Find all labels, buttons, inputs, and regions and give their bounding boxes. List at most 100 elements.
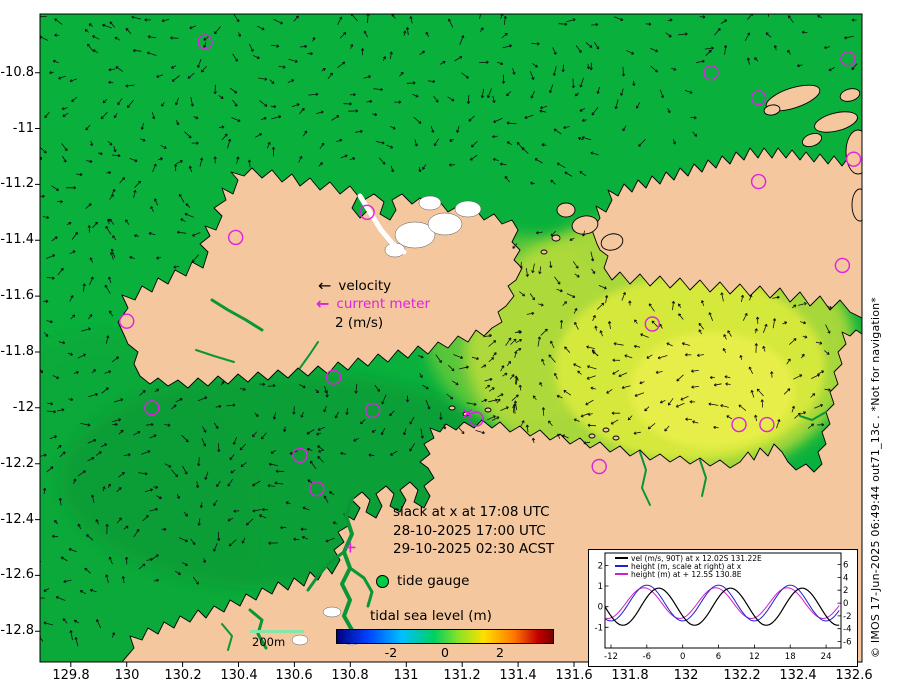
y-tick-label: -11.8: [0, 344, 34, 359]
nodata-layer: [291, 195, 482, 646]
colorbar-tick-label: 2: [496, 645, 504, 660]
x-tick-label: 132.6: [835, 668, 873, 683]
x-tick-label: 130.6: [275, 668, 313, 683]
credit-text: © IMOS 17-Jun-2025 06:49:44 out71_13c . …: [869, 296, 882, 658]
y-tick-label: -11.6: [0, 288, 34, 303]
y-tick-label: -11.4: [0, 232, 34, 247]
current-meter-circle: [197, 34, 213, 50]
inset-timeseries-plot: -12 -6 0 6 12 18 24 2 1 0 -1 6 4 2 0 -2 -4 -6: [595, 552, 851, 662]
x-tick-label: 130.2: [164, 668, 202, 683]
current-meter-circle: [292, 447, 308, 463]
inset-x-tick-label: -12: [604, 652, 618, 662]
y-tick-label: -11.2: [0, 176, 34, 191]
colorbar-title: tidal sea level (m): [370, 608, 492, 624]
current-meter-circle: [468, 411, 484, 427]
current-meter-circle: [834, 257, 851, 274]
inset-legend-item: height (m, scale at right) at x: [615, 561, 762, 571]
current-meter-circle: [591, 458, 607, 475]
tide-gauge-key: tide gauge: [376, 573, 469, 589]
y-tick-label: -12.6: [0, 567, 34, 582]
x-tick-label: 129.8: [52, 668, 90, 683]
slack-line-2: 28-10-2025 17:00 UTC: [393, 522, 546, 539]
current-meter-circle: [227, 229, 244, 246]
inset-x-tick-label: 6: [716, 652, 721, 662]
current-meter-key: ← current meter: [316, 294, 431, 313]
current-meter-circle: [365, 402, 381, 419]
inset-series-line: [605, 584, 840, 622]
isobath-200m-label: 200m: [252, 635, 286, 649]
inset-x-tick-label: -6: [643, 652, 651, 662]
slack-time-annotation: slack at x at 17:08 UTC 28-10-2025 17:00…: [393, 503, 554, 559]
current-meter-arrow-icon: ←: [316, 294, 330, 313]
inset-yleft-tick-label: 2: [598, 561, 603, 571]
current-meter-circle: [144, 400, 160, 416]
inset-series-line: [605, 587, 840, 626]
inset-x-tick-label: 12: [749, 652, 760, 662]
inset-curves: [605, 584, 840, 626]
x-tick-label: 130.8: [331, 668, 369, 683]
current-meter-circle: [759, 416, 775, 433]
x-tick-label: 131.8: [611, 668, 649, 683]
slack-line-3: 29-10-2025 02:30 ACST: [393, 541, 555, 557]
velocity-vectors: [40, 14, 858, 647]
x-tick-label: 130.4: [220, 668, 258, 683]
inset-yright-tick-label: 4: [843, 573, 848, 583]
x-tick-label: 130: [114, 668, 140, 683]
inset-yleft-tick-label: 0: [598, 603, 603, 613]
legend-line-swatch-icon: [615, 565, 628, 567]
slack-line-1: slack at x at 17:08 UTC: [393, 504, 550, 520]
isobath-200m-line: [250, 630, 304, 633]
legend-line-swatch-icon: [615, 573, 628, 575]
x-tick-label: 131.6: [555, 668, 593, 683]
current-meter-circle: [703, 64, 719, 81]
current-meter-circle: [731, 416, 747, 433]
inset-x-tick-label: 0: [680, 652, 685, 662]
current-meter-markers: [118, 34, 862, 497]
tide-gauge-key-label: tide gauge: [397, 573, 470, 589]
x-tick-label: 132.2: [723, 668, 761, 683]
inset-yleft-tick-label: -1: [595, 623, 603, 633]
colorbar-tick-label: 0: [441, 645, 449, 660]
current-meter-key-label: current meter: [336, 296, 431, 312]
y-tick-label: -12: [12, 400, 34, 415]
inset-legend: vel (m/s, 90T) at x 12.02S 131.22E height…: [615, 553, 762, 579]
current-meter-circle: [359, 204, 375, 221]
y-axis-tick-labels: -10.8 -11 -11.2 -11.4 -11.6 -11.8 -12 -12.2 -12.…: [0, 0, 34, 698]
current-meter-circle: [309, 481, 325, 497]
inset-yleft-tick-label: 1: [598, 582, 603, 592]
colorbar: [336, 629, 554, 644]
tide-gauge-icon: [376, 574, 389, 588]
current-meter-circle: [750, 90, 767, 106]
inset-yright-tick-label: -4: [843, 625, 851, 635]
current-meter-circle: [840, 51, 856, 67]
inset-yright-tick-label: -2: [843, 612, 851, 622]
current-meter-circle: [845, 151, 862, 167]
inset-x-tick-label: 24: [821, 652, 832, 662]
y-tick-label: -11: [12, 121, 34, 136]
x-tick-label: 131: [393, 668, 419, 683]
inset-yright-tick-label: 2: [843, 586, 848, 596]
inset-legend-label: vel (m/s, 90T) at x 12.02S 131.22E: [631, 553, 762, 563]
slack-x-marker: [463, 408, 473, 418]
x-tick-label: 131.4: [499, 668, 537, 683]
inset-legend-label: height (m, scale at right) at x: [631, 561, 742, 571]
current-meter-circle: [750, 173, 767, 190]
inset-series-line: [605, 587, 840, 620]
plot-frame: [39, 13, 863, 663]
current-meter-circle: [644, 316, 660, 332]
colorbar-tick-labels: -2 0 2: [336, 645, 554, 663]
x-tick-label: 131.2: [443, 668, 481, 683]
x-axis-tick-labels: 129.8 130 130.2 130.4 130.6 130.8 131 131.2 131.…: [0, 668, 900, 690]
inset-legend-label: height (m) at + 12.5S 130.8E: [631, 569, 742, 579]
inset-x-tick-label: 18: [785, 652, 796, 662]
velocity-key: ← velocity: [318, 276, 391, 295]
x-tick-label: 132.4: [779, 668, 817, 683]
y-tick-label: -12.2: [0, 456, 34, 471]
legend-line-swatch-icon: [615, 557, 628, 559]
apsley-strait: [357, 193, 407, 255]
current-meter-circle: [118, 313, 135, 329]
velocity-arrow-icon: ←: [318, 276, 332, 295]
inset-legend-item: vel (m/s, 90T) at x 12.02S 131.22E: [615, 553, 762, 563]
